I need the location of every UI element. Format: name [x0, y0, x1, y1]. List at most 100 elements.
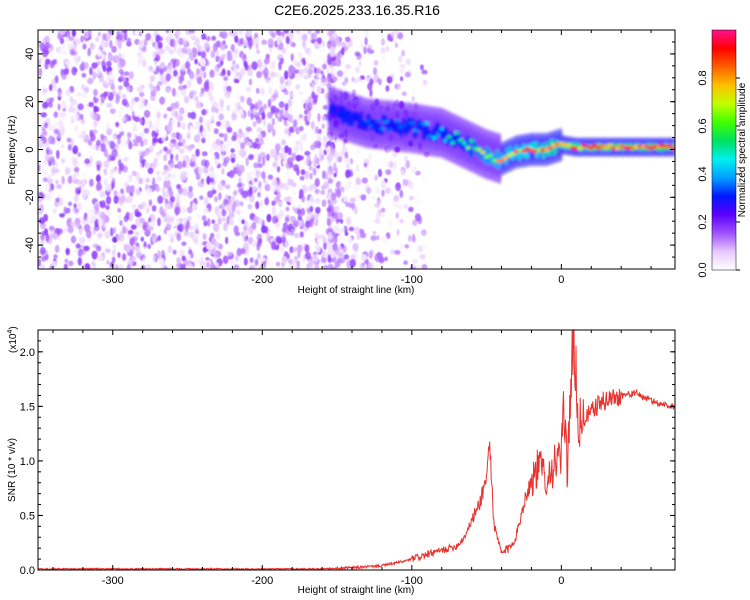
- noise-cell: [139, 102, 144, 110]
- y-tick-label: 2.0: [20, 347, 35, 359]
- noise-cell: [91, 42, 96, 50]
- noise-cell: [394, 36, 398, 44]
- noise-cell: [123, 81, 130, 88]
- noise-cell: [111, 45, 117, 53]
- noise-cell: [167, 245, 173, 254]
- noise-cell: [203, 71, 207, 79]
- noise-cell: [344, 182, 351, 191]
- noise-cell: [134, 96, 140, 102]
- ridge-core-cell: [345, 110, 351, 114]
- noise-cell: [116, 134, 122, 140]
- noise-cell: [115, 191, 121, 197]
- noise-cell: [289, 92, 296, 98]
- noise-cell: [325, 147, 331, 153]
- noise-cell: [208, 172, 215, 178]
- noise-cell: [368, 261, 375, 269]
- noise-cell: [82, 43, 87, 50]
- noise-cell: [296, 244, 303, 253]
- noise-cell: [261, 171, 266, 179]
- noise-cell: [253, 162, 260, 169]
- noise-cell: [127, 115, 132, 122]
- noise-cell: [367, 172, 373, 178]
- noise-cell: [66, 218, 72, 227]
- noise-cell: [85, 190, 91, 196]
- noise-cell: [68, 260, 74, 267]
- noise-cell: [178, 85, 184, 91]
- noise-cell: [386, 76, 393, 84]
- noise-cell: [50, 233, 57, 239]
- noise-cell: [170, 102, 177, 109]
- noise-cell: [223, 262, 228, 269]
- ridge-core-cell: [502, 156, 508, 160]
- noise-cell: [162, 129, 167, 138]
- noise-cell: [291, 182, 297, 187]
- ridge-mid-cell: [530, 142, 535, 149]
- noise-cell: [138, 163, 143, 168]
- noise-cell: [364, 30, 369, 37]
- noise-cell: [103, 137, 109, 144]
- noise-cell: [102, 33, 107, 41]
- noise-cell: [169, 162, 174, 169]
- noise-cell: [277, 201, 283, 206]
- noise-cell: [294, 188, 298, 193]
- noise-cell: [372, 195, 376, 201]
- noise-cell: [335, 38, 340, 44]
- noise-cell: [123, 71, 130, 76]
- noise-cell: [92, 262, 97, 269]
- noise-cell: [252, 141, 258, 149]
- noise-cell: [103, 91, 108, 97]
- noise-cell: [242, 237, 247, 243]
- noise-cell: [290, 228, 295, 236]
- noise-cell: [102, 213, 106, 222]
- noise-cell: [228, 211, 235, 219]
- noise-cell: [243, 60, 248, 68]
- noise-cell: [54, 200, 60, 207]
- noise-cell: [159, 73, 164, 81]
- ridge-mid-cell: [544, 142, 549, 149]
- noise-cell: [354, 205, 358, 215]
- noise-cell: [151, 130, 156, 138]
- noise-cell: [372, 67, 378, 76]
- noise-cell: [40, 112, 47, 118]
- noise-cell: [104, 231, 111, 239]
- noise-cell: [152, 234, 157, 243]
- noise-cell: [328, 166, 333, 172]
- noise-cell: [380, 207, 386, 213]
- noise-cell: [103, 168, 108, 176]
- noise-cell: [281, 139, 286, 146]
- ridge-core-cell: [409, 121, 415, 125]
- noise-cell: [197, 180, 202, 187]
- noise-cell: [315, 206, 321, 214]
- noise-cell: [42, 168, 47, 177]
- noise-cell: [261, 225, 267, 234]
- noise-cell: [268, 86, 273, 95]
- snr-y-axis: 0.0 0.5 1.0 1.5 2.0: [20, 329, 675, 577]
- noise-cell: [394, 42, 399, 48]
- noise-cell: [203, 220, 208, 227]
- noise-cell: [267, 174, 274, 180]
- noise-cell: [286, 168, 290, 178]
- noise-cell: [345, 158, 352, 167]
- noise-cell: [230, 258, 234, 267]
- noise-cell: [221, 120, 227, 128]
- noise-cell: [396, 203, 403, 210]
- noise-cell: [321, 184, 327, 190]
- noise-cell: [92, 120, 98, 128]
- noise-cell: [209, 69, 215, 78]
- ridge-core-cell: [592, 144, 598, 148]
- noise-cell: [247, 204, 253, 210]
- noise-cell: [143, 138, 148, 146]
- noise-cell: [333, 172, 337, 178]
- snr-panel: -300 -200 -100 0 0.0 0.5 1.0 1.5 2.0 Height of …: [7, 326, 676, 596]
- noise-cell: [77, 152, 82, 157]
- noise-cell: [175, 153, 179, 162]
- noise-cell: [360, 194, 367, 201]
- ridge-core-cell: [368, 124, 374, 128]
- noise-cell: [299, 189, 304, 198]
- noise-cell: [338, 228, 344, 234]
- noise-cell: [357, 194, 362, 200]
- noise-cell: [109, 108, 116, 114]
- noise-cell: [354, 51, 361, 57]
- noise-cell: [226, 250, 233, 257]
- noise-cell: [75, 57, 79, 66]
